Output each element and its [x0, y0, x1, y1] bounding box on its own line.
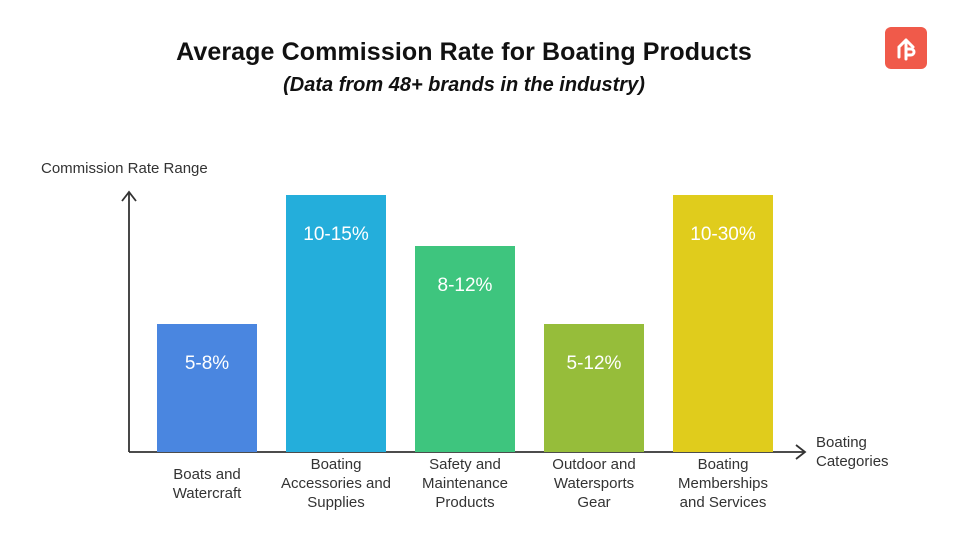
bar-value-label: 10-15%	[303, 224, 369, 245]
bar-value-label: 10-30%	[690, 224, 756, 245]
up-arrow-logo-icon	[885, 27, 927, 69]
category-tick-label: Memberships	[678, 475, 768, 492]
bar-value-label: 5-12%	[567, 353, 622, 374]
category-tick-label: Products	[435, 494, 494, 511]
category-tick-label: Accessories and	[281, 475, 391, 492]
category-tick-label: Watersports	[554, 475, 634, 492]
category-tick-label: Watercraft	[173, 485, 242, 502]
bar-value-label: 5-8%	[185, 353, 229, 374]
y-axis-arrow-icon	[121, 190, 137, 202]
chart-subtitle: (Data from 48+ brands in the industry)	[283, 74, 645, 96]
category-tick-label: Supplies	[307, 494, 365, 511]
category-tick-label: Boats and	[173, 466, 241, 483]
bar-value-label: 8-12%	[438, 275, 493, 296]
bar-1	[157, 324, 257, 452]
bar-4	[544, 324, 644, 452]
category-tick-label: Outdoor and	[552, 456, 635, 473]
x-axis-label: Boating Categories	[816, 434, 889, 470]
x-axis-label-line: Boating	[816, 434, 867, 451]
category-tick-label: and Services	[680, 494, 767, 511]
x-axis-label-line: Categories	[816, 453, 889, 470]
value-labels: 5-8% 10-15% 8-12% 5-12% 10-30%	[185, 224, 756, 374]
y-axis-label: Commission Rate Range	[41, 160, 208, 177]
bar-3	[415, 246, 515, 452]
category-tick-label: Boating	[698, 456, 749, 473]
category-tick-label: Gear	[577, 494, 610, 511]
bars	[157, 195, 773, 452]
category-tick-label: Maintenance	[422, 475, 508, 492]
bar-2	[286, 195, 386, 452]
category-tick-label: Boating	[311, 456, 362, 473]
chart-title: Average Commission Rate for Boating Prod…	[176, 38, 752, 66]
bar-5	[673, 195, 773, 452]
category-labels: Boats and Watercraft Boating Accessories an…	[173, 456, 768, 511]
category-tick-label: Safety and	[429, 456, 501, 473]
x-axis-arrow-icon	[795, 444, 807, 460]
